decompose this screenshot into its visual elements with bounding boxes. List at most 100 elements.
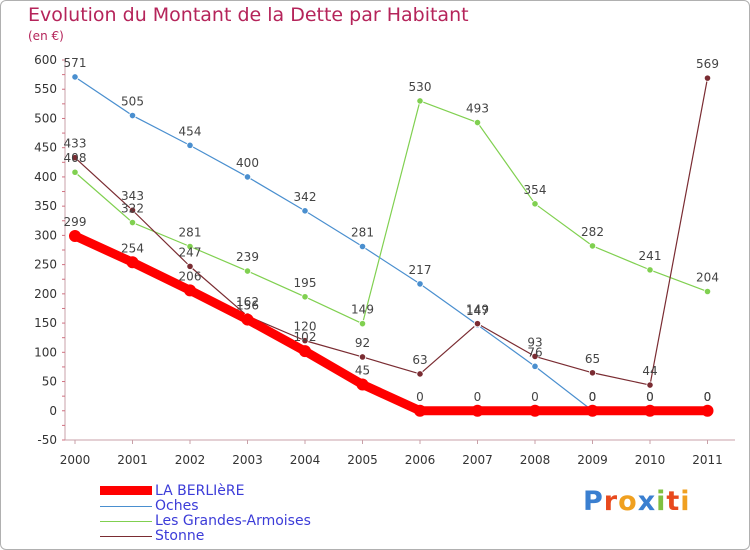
x-tick-label: 2005 — [347, 453, 378, 467]
data-label-les-grandes-armoises: 322 — [121, 202, 144, 216]
data-point-la-berliere — [471, 404, 484, 417]
legend-label: Stonne — [155, 528, 205, 544]
data-label-oches: 0 — [589, 390, 597, 404]
data-point-les-grandes-armoises — [186, 242, 194, 251]
data-label-oches: 76 — [527, 345, 542, 359]
data-label-stonne: 162 — [236, 295, 259, 309]
data-point-la-berliere — [529, 404, 541, 417]
data-point-stonne — [588, 369, 597, 377]
x-tick-label: 2002 — [175, 453, 206, 467]
data-point-stonne — [358, 353, 367, 361]
data-point-les-grandes-armoises — [358, 320, 367, 328]
data-point-les-grandes-armoises — [416, 97, 424, 105]
y-tick-label: 50 — [42, 375, 57, 389]
data-point-stonne — [71, 154, 79, 162]
data-point-la-berliere — [184, 284, 196, 297]
data-point-stonne — [473, 320, 482, 328]
data-point-oches — [531, 362, 539, 370]
data-label-stonne: 92 — [355, 336, 370, 350]
data-point-oches — [243, 173, 252, 181]
data-point-stonne — [186, 262, 194, 270]
x-tick-label: 2010 — [635, 453, 666, 467]
y-tick-label: -50 — [37, 433, 57, 447]
data-point-la-berliere — [299, 345, 311, 358]
data-label-les-grandes-armoises: 239 — [236, 250, 259, 264]
data-label-la-berliere: 0 — [646, 390, 654, 404]
chart-subtitle: (en €) — [28, 29, 64, 43]
series-points — [69, 73, 714, 417]
data-label-stonne: 44 — [642, 364, 657, 378]
y-tick-label: 300 — [34, 228, 57, 242]
y-tick-label: 200 — [34, 287, 57, 301]
data-label-les-grandes-armoises: 204 — [696, 271, 719, 285]
data-label-la-berliere: 0 — [704, 390, 712, 404]
data-label-la-berliere: 0 — [474, 390, 482, 404]
y-tick-label: 0 — [49, 404, 57, 418]
legend-label: Les Grandes-Armoises — [155, 513, 311, 529]
data-label-la-berliere: 45 — [355, 363, 370, 377]
data-point-stonne — [646, 381, 654, 389]
legend-swatch — [100, 536, 152, 537]
data-point-la-berliere — [701, 404, 714, 417]
data-label-oches: 0 — [646, 390, 654, 404]
x-tick-label: 2008 — [520, 453, 551, 467]
proxiti-logo: Proxiti — [583, 486, 691, 517]
data-label-les-grandes-armoises: 493 — [466, 102, 489, 116]
data-point-la-berliere — [644, 404, 656, 417]
data-label-les-grandes-armoises: 281 — [179, 225, 202, 239]
data-label-oches: 281 — [351, 225, 374, 239]
legend-swatch — [100, 521, 152, 522]
data-label-stonne: 343 — [121, 189, 144, 203]
data-label-oches: 147 — [466, 304, 489, 318]
series-line-les-grandes-armoises — [74, 100, 709, 325]
data-label-oches: 0 — [704, 390, 712, 404]
data-label-oches: 571 — [64, 56, 87, 70]
data-label-stonne: 120 — [294, 320, 317, 334]
data-point-les-grandes-armoises — [646, 266, 654, 274]
x-tick-label: 2006 — [405, 453, 436, 467]
data-point-la-berliere — [69, 229, 81, 242]
data-label-la-berliere: 299 — [64, 215, 87, 229]
data-label-les-grandes-armoises: 149 — [351, 303, 374, 317]
legend-swatch — [100, 506, 152, 507]
data-label-les-grandes-armoises: 530 — [409, 80, 432, 94]
y-tick-label: 350 — [34, 199, 57, 213]
data-point-la-berliere — [414, 404, 426, 417]
data-label-oches: 505 — [121, 95, 144, 109]
data-point-les-grandes-armoises — [301, 293, 309, 301]
data-point-les-grandes-armoises — [531, 200, 539, 208]
data-point-la-berliere — [586, 404, 599, 417]
x-tick-label: 2011 — [692, 453, 723, 467]
data-point-les-grandes-armoises — [128, 218, 137, 227]
data-label-les-grandes-armoises: 354 — [524, 183, 547, 197]
chart-title: Evolution du Montant de la Dette par Hab… — [28, 4, 469, 26]
data-point-stonne — [531, 352, 539, 360]
data-label-stonne: 569 — [696, 57, 719, 71]
data-point-oches — [358, 242, 367, 251]
series-line-la-berliere — [70, 231, 712, 416]
x-tick-label: 2003 — [232, 453, 263, 467]
data-point-oches — [71, 73, 79, 81]
y-tick-label: 150 — [34, 316, 57, 330]
data-label-oches: 217 — [409, 263, 432, 277]
data-label-oches: 454 — [179, 124, 202, 138]
data-label-les-grandes-armoises: 241 — [639, 249, 662, 263]
y-tick-label: 500 — [34, 111, 57, 125]
data-label-la-berliere: 102 — [294, 330, 317, 344]
series-line-oches — [74, 76, 709, 412]
data-point-stonne — [128, 206, 137, 214]
data-label-stonne: 65 — [585, 352, 600, 366]
legend-label: LA BERLIèRE — [155, 483, 245, 499]
data-label-la-berliere: 254 — [121, 241, 144, 255]
data-point-la-berliere — [356, 378, 369, 391]
series-line-stonne — [74, 77, 709, 386]
data-label-la-berliere: 0 — [589, 390, 597, 404]
y-tick-label: 450 — [34, 141, 57, 155]
data-point-stonne — [703, 74, 712, 82]
data-label-la-berliere: 206 — [179, 269, 202, 283]
data-point-les-grandes-armoises — [588, 242, 597, 250]
data-label-la-berliere: 0 — [416, 390, 424, 404]
x-tick-label: 2009 — [577, 453, 608, 467]
data-point-la-berliere — [241, 313, 254, 326]
x-tick-label: 2000 — [60, 453, 91, 467]
